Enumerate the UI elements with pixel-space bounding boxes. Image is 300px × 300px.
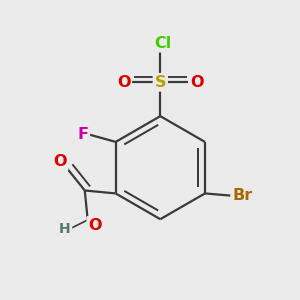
Text: O: O	[88, 218, 102, 233]
Text: H: H	[59, 222, 70, 236]
Text: O: O	[117, 75, 130, 90]
Text: O: O	[53, 154, 67, 169]
Text: F: F	[77, 127, 88, 142]
Text: S: S	[154, 75, 166, 90]
Text: Cl: Cl	[154, 36, 172, 51]
Text: Br: Br	[232, 188, 252, 203]
Text: O: O	[190, 75, 204, 90]
